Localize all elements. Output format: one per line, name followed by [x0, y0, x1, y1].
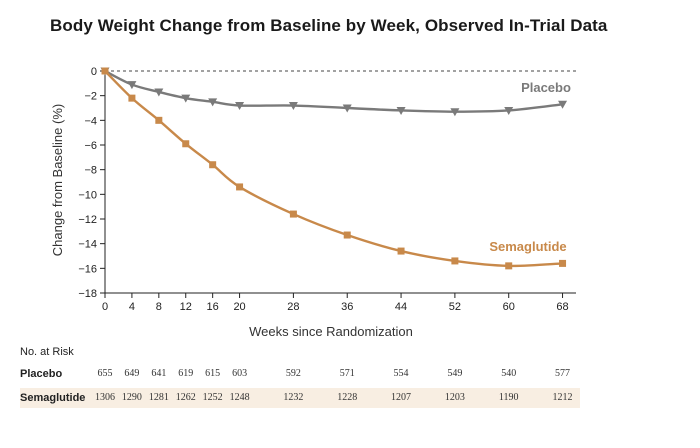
point-placebo [558, 100, 568, 109]
risk-value: 1262 [175, 392, 196, 403]
series-label-semaglutide: Semaglutide [489, 239, 566, 254]
x-tick-label: 20 [233, 301, 245, 313]
risk-value: 1281 [148, 392, 169, 403]
point-placebo [504, 106, 514, 115]
point-semaglutide [155, 116, 163, 124]
risk-value: 1248 [229, 392, 250, 403]
series-layer: Placebo Semaglutide [100, 67, 571, 270]
risk-value: 619 [178, 368, 194, 379]
point-placebo [208, 98, 218, 107]
risk-value: 1207 [391, 392, 412, 403]
point-semaglutide [209, 161, 217, 169]
point-placebo [288, 102, 298, 111]
point-semaglutide [505, 262, 513, 270]
series-line-semaglutide [104, 70, 563, 268]
point-placebo [342, 104, 352, 113]
y-tick-label: −14 [78, 239, 97, 251]
x-axis-title: Weeks since Randomization [249, 324, 413, 339]
risk-value: 603 [232, 368, 248, 379]
x-tick-label: 12 [180, 301, 192, 313]
point-semaglutide [559, 259, 567, 267]
x-tick-label: 60 [503, 301, 515, 313]
x-tick-label: 0 [102, 301, 108, 313]
y-tick-label: 0 [91, 66, 97, 78]
x-tick-label: 36 [341, 301, 353, 313]
series-line-placebo [104, 69, 563, 113]
risk-value: 554 [393, 368, 409, 379]
x-tick-label: 28 [287, 301, 299, 313]
chart-title: Body Weight Change from Baseline by Week… [50, 16, 608, 35]
risk-table-heading: No. at Risk [20, 346, 74, 358]
risk-value: 615 [205, 368, 221, 379]
point-semaglutide [397, 247, 405, 255]
risk-value: 592 [285, 368, 301, 379]
point-semaglutide [343, 231, 351, 239]
series-label-placebo: Placebo [521, 80, 571, 95]
risk-value: 1252 [202, 392, 223, 403]
x-tick-label: 68 [556, 301, 568, 313]
y-tick-label: −8 [84, 165, 97, 177]
risk-value: 571 [339, 368, 355, 379]
risk-value: 1290 [121, 392, 142, 403]
y-tick-label: −18 [78, 288, 97, 300]
x-tick-label: 8 [156, 301, 162, 313]
point-placebo [127, 81, 137, 90]
risk-row-placebo: Placebo 655 649 641 619 615 603 592 571 554 549 54… [20, 364, 580, 384]
risk-value: 649 [124, 368, 140, 379]
line-chart: 0 −2 −4 −6 −8 −10 −12 −14 −16 −18 0 4 8 12 16 20 28 36 44 5… [50, 66, 576, 339]
y-tick-label: −16 [78, 263, 97, 275]
y-tick-label: −12 [78, 214, 97, 226]
x-tick-label: 52 [449, 301, 461, 313]
risk-value: 577 [555, 368, 571, 379]
y-axis-title: Change from Baseline (%) [50, 104, 65, 256]
risk-row-semaglutide: Semaglutide 1306 1290 1281 1262 1252 1248 1232… [20, 388, 580, 408]
risk-value: 1203 [444, 392, 465, 403]
risk-value: 540 [501, 368, 517, 379]
x-tick-label: 16 [207, 301, 219, 313]
y-tick-label: −2 [84, 91, 97, 103]
risk-row-label: Placebo [20, 368, 63, 380]
risk-value: 655 [97, 368, 113, 379]
axes: 0 −2 −4 −6 −8 −10 −12 −14 −16 −18 0 4 8 12 16 20 28 36 44 5… [78, 66, 576, 313]
point-semaglutide [451, 257, 459, 265]
risk-row-label: Semaglutide [20, 392, 86, 404]
point-placebo [396, 106, 406, 115]
point-placebo [181, 94, 191, 103]
point-semaglutide [236, 183, 244, 191]
risk-value: 1190 [498, 392, 519, 403]
point-semaglutide [101, 67, 109, 75]
point-placebo [450, 108, 460, 117]
point-semaglutide [289, 210, 297, 218]
point-placebo [235, 102, 245, 111]
risk-value: 1232 [283, 392, 304, 403]
point-placebo [154, 88, 164, 97]
point-semaglutide [182, 140, 190, 148]
risk-value: 641 [151, 368, 167, 379]
risk-value: 1228 [337, 392, 358, 403]
x-tick-label: 44 [395, 301, 407, 313]
risk-value: 1212 [552, 392, 573, 403]
y-tick-label: −10 [78, 189, 97, 201]
x-tick-label: 4 [129, 301, 135, 313]
risk-value: 549 [447, 368, 463, 379]
y-tick-label: −6 [84, 140, 97, 152]
point-semaglutide [128, 94, 136, 102]
y-tick-label: −4 [84, 115, 97, 127]
risk-table: No. at Risk Placebo 655 649 641 619 615 603 59… [20, 344, 580, 408]
risk-value: 1306 [95, 392, 115, 403]
